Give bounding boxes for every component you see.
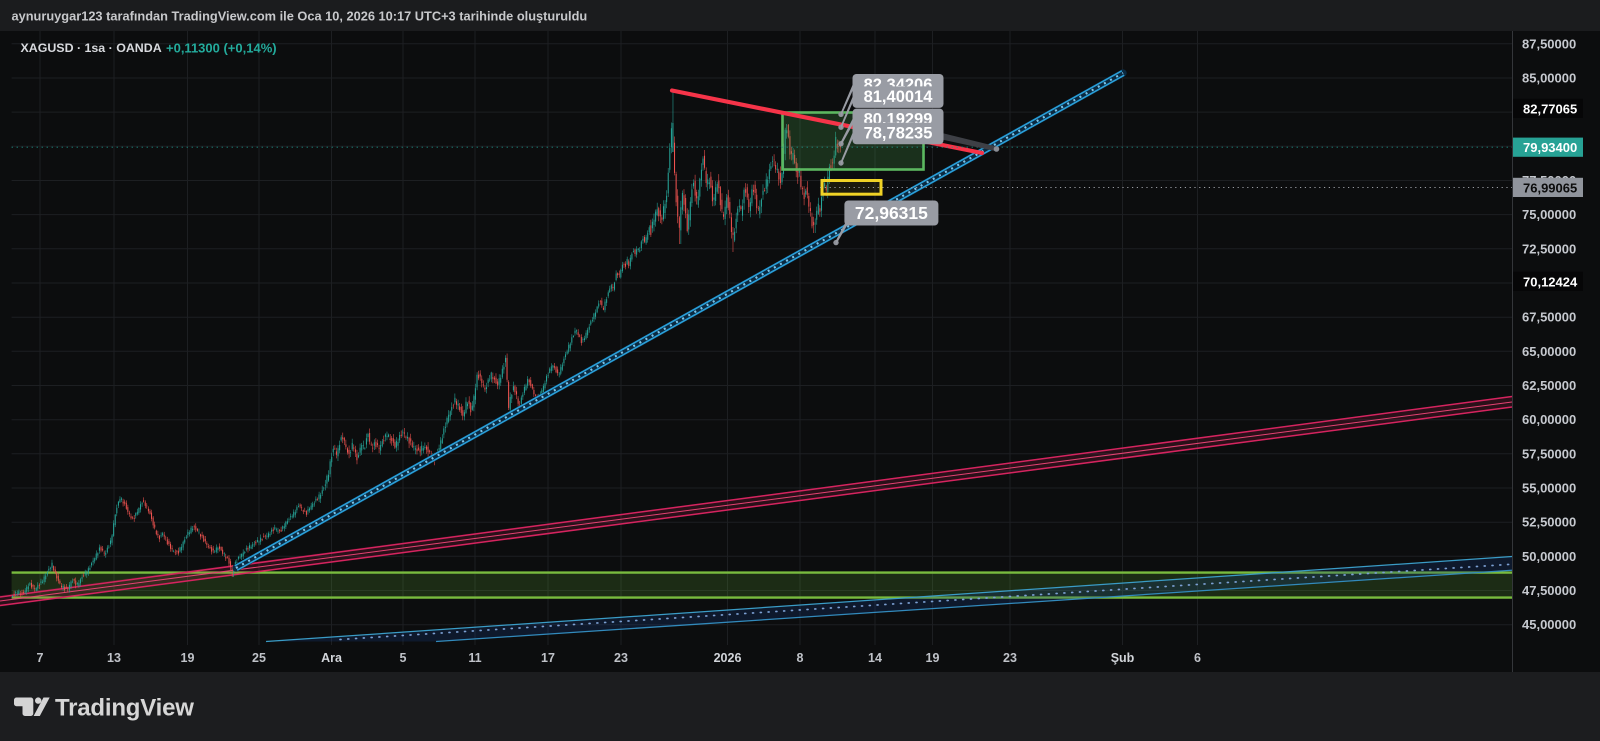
svg-text:45,00000: 45,00000 xyxy=(1522,617,1576,632)
svg-text:50,00000: 50,00000 xyxy=(1522,549,1576,564)
svg-text:47,50000: 47,50000 xyxy=(1522,583,1576,598)
svg-text:14: 14 xyxy=(868,651,882,665)
svg-text:TradingView: TradingView xyxy=(55,695,194,722)
svg-text:60,00000: 60,00000 xyxy=(1522,412,1576,427)
svg-text:17: 17 xyxy=(541,651,555,665)
svg-text:67,50000: 67,50000 xyxy=(1522,310,1576,325)
svg-text:Ara: Ara xyxy=(321,651,343,665)
svg-text:72,50000: 72,50000 xyxy=(1522,241,1576,256)
svg-text:57,50000: 57,50000 xyxy=(1522,446,1576,461)
svg-text:25: 25 xyxy=(252,651,266,665)
svg-text:XAGUSD · 1sa · OANDA: XAGUSD · 1sa · OANDA xyxy=(21,41,162,55)
svg-text:11: 11 xyxy=(468,651,481,665)
svg-text:78,78235: 78,78235 xyxy=(864,125,933,143)
svg-text:5: 5 xyxy=(400,651,407,665)
svg-text:70,12424: 70,12424 xyxy=(1523,274,1578,289)
svg-text:23: 23 xyxy=(1003,651,1017,665)
svg-text:81,40014: 81,40014 xyxy=(864,88,934,106)
svg-text:87,50000: 87,50000 xyxy=(1522,36,1576,51)
svg-text:55,00000: 55,00000 xyxy=(1522,481,1576,496)
svg-text:7: 7 xyxy=(37,651,44,665)
svg-text:52,50000: 52,50000 xyxy=(1522,515,1576,530)
svg-text:aynuruygar123 tarafından Tradi: aynuruygar123 tarafından TradingView.com… xyxy=(12,9,588,24)
svg-text:2026: 2026 xyxy=(714,651,742,665)
svg-text:76,99065: 76,99065 xyxy=(1523,180,1577,195)
svg-text:13: 13 xyxy=(107,651,121,665)
svg-text:23: 23 xyxy=(614,651,628,665)
svg-text:85,00000: 85,00000 xyxy=(1522,71,1576,86)
svg-text:19: 19 xyxy=(181,651,195,665)
svg-text:8: 8 xyxy=(797,651,804,665)
svg-text:79,93400: 79,93400 xyxy=(1523,140,1577,155)
svg-text:72,96315: 72,96315 xyxy=(855,203,928,223)
svg-text:75,00000: 75,00000 xyxy=(1522,207,1576,222)
svg-text:65,00000: 65,00000 xyxy=(1522,344,1576,359)
svg-text:19: 19 xyxy=(926,651,940,665)
svg-text:+0,11300 (+0,14%): +0,11300 (+0,14%) xyxy=(166,41,277,56)
svg-text:6: 6 xyxy=(1194,651,1201,665)
svg-text:82,77065: 82,77065 xyxy=(1523,101,1577,116)
svg-text:Şub: Şub xyxy=(1111,651,1135,665)
svg-text:62,50000: 62,50000 xyxy=(1522,378,1576,393)
